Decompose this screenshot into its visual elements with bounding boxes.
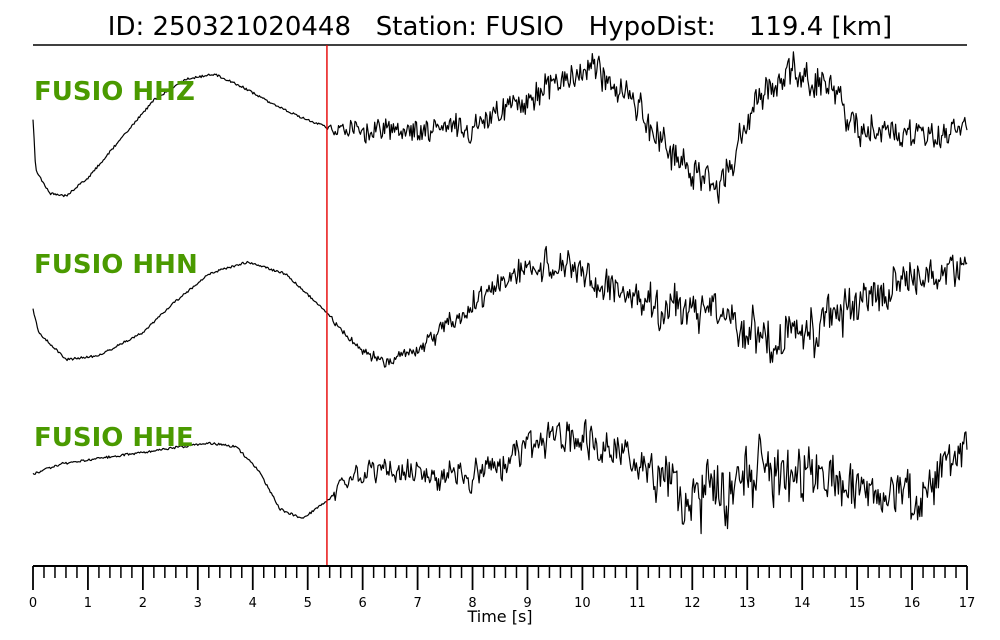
x-tick-label: 15	[849, 596, 866, 611]
chart-title: ID: 250321020448 Station: FUSIO HypoDist…	[108, 12, 892, 42]
waveform-traces	[32, 51, 968, 535]
x-axis: 0 1 2 3 4 5 6 7 8 9 10 11 12 13 14 15 16 17	[29, 565, 976, 611]
x-tick-label: 2	[139, 596, 147, 611]
x-tick-label: 6	[359, 596, 367, 611]
x-tick-label: 0	[29, 596, 37, 611]
trace-label-fusio-hhn: FUSIO HHN	[34, 250, 198, 280]
x-tick-label: 17	[959, 596, 976, 611]
trace-label-fusio-hhz: FUSIO HHZ	[34, 77, 195, 107]
waveform-fusio-hhe	[32, 419, 968, 535]
x-tick-label: 7	[413, 596, 421, 611]
x-tick-label: 9	[523, 596, 531, 611]
x-tick-label: 12	[684, 596, 701, 611]
waveform-fusio-hhz	[32, 51, 968, 204]
x-tick-label: 3	[194, 596, 202, 611]
x-tick-label: 14	[794, 596, 811, 611]
x-tick-label: 4	[249, 596, 257, 611]
x-axis-label: Time [s]	[466, 607, 532, 626]
x-tick-label: 11	[629, 596, 646, 611]
trace-labels: FUSIO HHZ FUSIO HHN FUSIO HHE	[34, 77, 198, 453]
x-tick-label: 1	[84, 596, 92, 611]
x-tick-label: 8	[468, 596, 476, 611]
x-tick-label: 10	[574, 596, 591, 611]
waveform-fusio-hhn	[32, 245, 968, 368]
x-tick-label: 16	[904, 596, 921, 611]
x-tick-label: 13	[739, 596, 756, 611]
x-tick-label: 5	[304, 596, 312, 611]
trace-label-fusio-hhe: FUSIO HHE	[34, 423, 194, 453]
